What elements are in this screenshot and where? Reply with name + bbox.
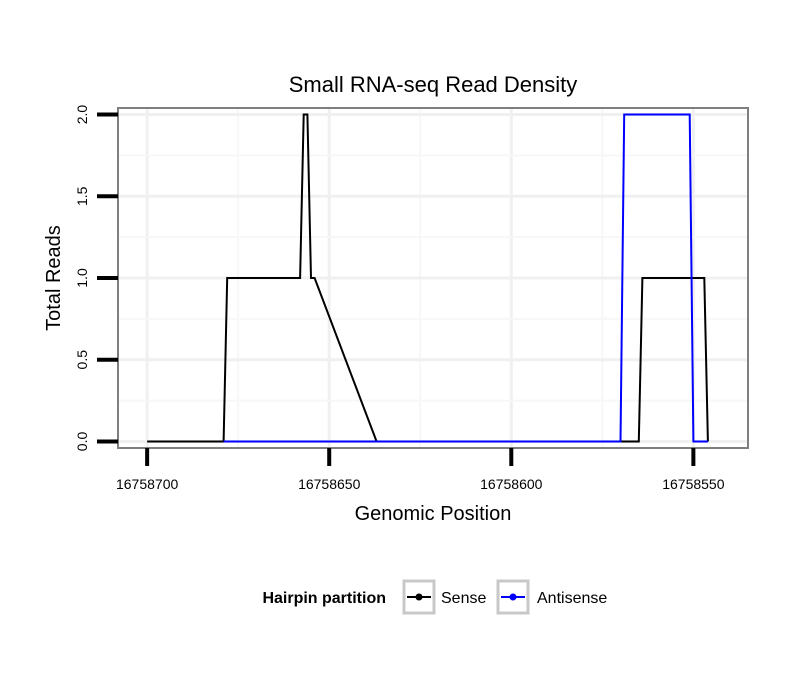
data-series xyxy=(147,113,709,443)
series-line-sense xyxy=(147,113,709,443)
x-axis: 16758700 16758650 16758600 16758550 xyxy=(116,448,725,492)
x-tick-label: 16758600 xyxy=(480,476,543,492)
legend-item-antisense: Antisense xyxy=(496,579,607,615)
y-axis-label: Total Reads xyxy=(43,225,65,331)
x-tick-label: 16758550 xyxy=(662,476,725,492)
plot-area xyxy=(117,107,749,449)
legend-title: Hairpin partition xyxy=(262,590,386,607)
x-axis-label: Genomic Position xyxy=(355,503,512,525)
legend-label-antisense: Antisense xyxy=(537,590,607,607)
legend-label-sense: Sense xyxy=(441,590,486,607)
y-axis: 0.0 0.5 1.0 1.5 2.0 xyxy=(74,105,118,452)
y-tick-label: 1.0 xyxy=(74,268,90,288)
x-tick-label: 16758700 xyxy=(116,476,179,492)
series-line-antisense xyxy=(223,113,708,443)
legend-point-antisense xyxy=(509,593,517,601)
x-tick-label: 16758650 xyxy=(298,476,361,492)
legend-point-sense xyxy=(415,593,423,601)
y-tick-label: 2.0 xyxy=(74,105,90,125)
y-tick-label: 1.5 xyxy=(74,186,90,206)
y-tick-label: 0.5 xyxy=(74,350,90,370)
legend: Hairpin partition Sense Antisense xyxy=(262,579,607,615)
chart-title: Small RNA-seq Read Density xyxy=(289,72,578,97)
legend-item-sense: Sense xyxy=(402,579,486,615)
y-tick-label: 0.0 xyxy=(74,432,90,452)
